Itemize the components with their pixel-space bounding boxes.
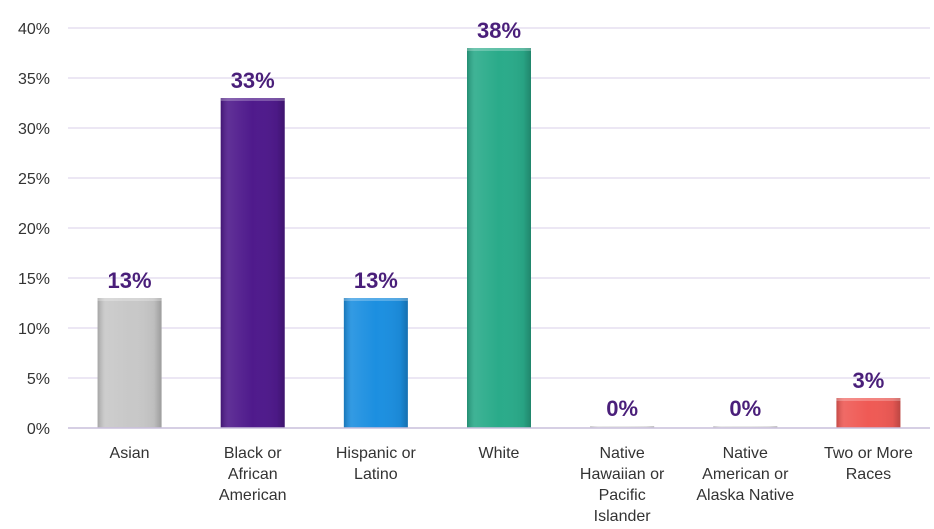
x-tick-label-line: Pacific — [599, 487, 646, 504]
y-tick-label: 35% — [18, 71, 50, 88]
y-tick-label: 5% — [27, 371, 50, 388]
y-tick-label: 15% — [18, 271, 50, 288]
x-tick-label-line: White — [479, 445, 520, 462]
bar — [713, 426, 778, 428]
x-tick-label-line: Races — [846, 466, 891, 483]
y-tick-label: 10% — [18, 321, 50, 338]
x-tick-label-line: Latino — [354, 466, 398, 483]
data-label: 38% — [477, 18, 521, 43]
bar-shading — [590, 426, 655, 428]
bar-shading — [713, 426, 778, 428]
bar-highlight — [97, 298, 162, 301]
x-tick-label-line: African — [228, 466, 278, 483]
bar — [97, 298, 162, 428]
x-tick-label-line: Black or — [224, 445, 282, 462]
x-tick-label-line: Asian — [110, 445, 150, 462]
data-label: 0% — [729, 396, 761, 421]
x-tick-label-line: Native — [723, 445, 768, 462]
x-tick-label: White — [479, 445, 520, 462]
y-tick-label: 20% — [18, 221, 50, 238]
x-tick-label: Asian — [110, 445, 150, 462]
x-tick-label: Black or African American — [219, 445, 287, 504]
x-axis-labels: Asian Black or African American Hispanic or L… — [110, 445, 913, 525]
bar — [467, 48, 531, 428]
bar-shading — [343, 298, 408, 428]
x-tick-label-line: Two or More — [824, 445, 913, 462]
x-tick-label: Two or More Races — [824, 445, 913, 483]
bar-highlight — [467, 48, 531, 51]
data-label: 33% — [231, 68, 275, 93]
bar — [343, 298, 408, 428]
bar-highlight — [713, 426, 778, 428]
bars — [97, 48, 901, 428]
x-tick-label: Hispanic or Latino — [336, 445, 417, 483]
bar-shading — [467, 48, 531, 428]
data-label: 0% — [606, 396, 638, 421]
data-label: 3% — [853, 368, 885, 393]
data-label: 13% — [354, 268, 398, 293]
bar-shading — [220, 98, 285, 428]
bar — [220, 98, 285, 428]
x-tick-label-line: Hispanic or — [336, 445, 417, 462]
y-tick-label: 30% — [18, 121, 50, 138]
data-label: 13% — [108, 268, 152, 293]
x-tick-label-line: Islander — [594, 508, 652, 525]
x-tick-label-line: American or — [702, 466, 789, 483]
y-tick-label: 25% — [18, 171, 50, 188]
y-tick-label: 0% — [27, 421, 50, 438]
x-tick-label-line: Alaska Native — [696, 487, 794, 504]
x-tick-label: Native Hawaiian or Pacific Islander — [580, 445, 665, 525]
bar-highlight — [343, 298, 408, 301]
bar-shading — [836, 398, 901, 428]
x-tick-label: Native American or Alaska Native — [696, 445, 794, 504]
bar-highlight — [836, 398, 901, 401]
bar-highlight — [220, 98, 285, 101]
bar-shading — [97, 298, 162, 428]
x-tick-label-line: Native — [599, 445, 644, 462]
bar — [590, 426, 655, 428]
bar — [836, 398, 901, 428]
x-tick-label-line: Hawaiian or — [580, 466, 665, 483]
bar-highlight — [590, 426, 655, 428]
y-axis-ticks: 0% 5% 10% 15% 20% 25% 30% 35% 40% — [18, 21, 50, 438]
data-labels: 13% 33% 13% 38% 0% 0% 3% — [108, 18, 885, 421]
y-tick-label: 40% — [18, 21, 50, 38]
x-tick-label-line: American — [219, 487, 287, 504]
